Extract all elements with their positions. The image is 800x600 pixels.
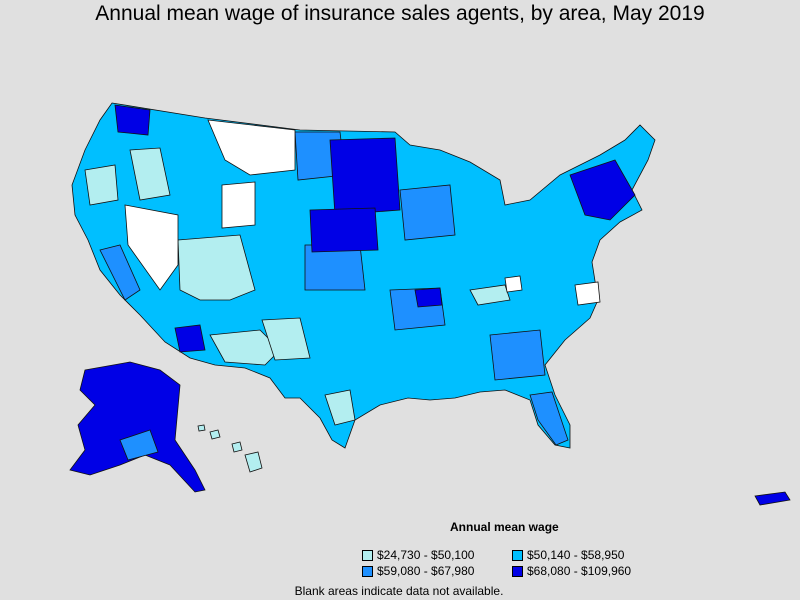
legend-label-3: $59,080 - $67,980	[377, 564, 475, 578]
legend-item-4: $68,080 - $109,960	[512, 564, 662, 578]
region-wyoming-nodata	[221, 181, 256, 229]
footnote: Blank areas indicate data not available.	[294, 584, 504, 598]
alaska-southwest	[119, 429, 159, 461]
puerto-rico-region	[754, 491, 791, 506]
region-kentucky-nodata	[504, 275, 523, 293]
hawaii-island-maui	[231, 441, 243, 453]
legend-item-1: $24,730 - $50,100	[362, 548, 512, 562]
region-northeast	[569, 159, 636, 221]
legend-label-1: $24,730 - $50,100	[377, 548, 475, 562]
hawaii-island-oahu	[209, 429, 221, 440]
legend-item-2: $50,140 - $58,950	[512, 548, 662, 562]
region-southwest	[209, 329, 281, 366]
alaska-region	[69, 361, 206, 493]
legend-label-2: $50,140 - $58,950	[527, 548, 625, 562]
hawaii-island-kauai	[197, 424, 206, 432]
legend-swatch-2	[512, 549, 523, 561]
region-texas-central	[324, 389, 356, 426]
region-florida	[529, 391, 569, 446]
region-montana-nodata	[207, 119, 296, 176]
region-southeast	[489, 329, 546, 381]
legend: Annual mean wage $24,730 - $50,100 $50,1…	[362, 520, 662, 578]
hawaii-island-big	[244, 451, 263, 473]
legend-item-3: $59,080 - $67,980	[362, 564, 512, 578]
region-virginia-nodata	[574, 281, 601, 306]
legend-swatch-1	[362, 549, 373, 561]
region-new-mexico-south	[261, 317, 311, 361]
puerto-rico	[754, 491, 791, 506]
legend-swatch-4	[512, 565, 523, 577]
region-kentucky	[469, 284, 511, 306]
legend-title: Annual mean wage	[450, 520, 559, 534]
region-oregon-east	[84, 164, 119, 206]
region-ohio-valley	[414, 287, 443, 308]
legend-swatch-3	[362, 565, 373, 577]
region-midwest	[399, 184, 456, 241]
region-nevada-nodata	[124, 204, 179, 291]
region-dakotas	[329, 137, 401, 216]
region-mountain-west	[177, 234, 256, 301]
alaska	[69, 361, 206, 493]
map-title: Annual mean wage of insurance sales agen…	[95, 2, 705, 25]
legend-label-4: $68,080 - $109,960	[527, 564, 632, 578]
region-idaho-central	[129, 147, 171, 201]
region-washington-west	[114, 104, 151, 136]
region-california-central	[99, 244, 141, 301]
hawaii	[197, 424, 263, 473]
region-nebraska	[309, 207, 379, 253]
contiguous-us	[71, 102, 656, 449]
region-arizona-south	[174, 324, 206, 353]
